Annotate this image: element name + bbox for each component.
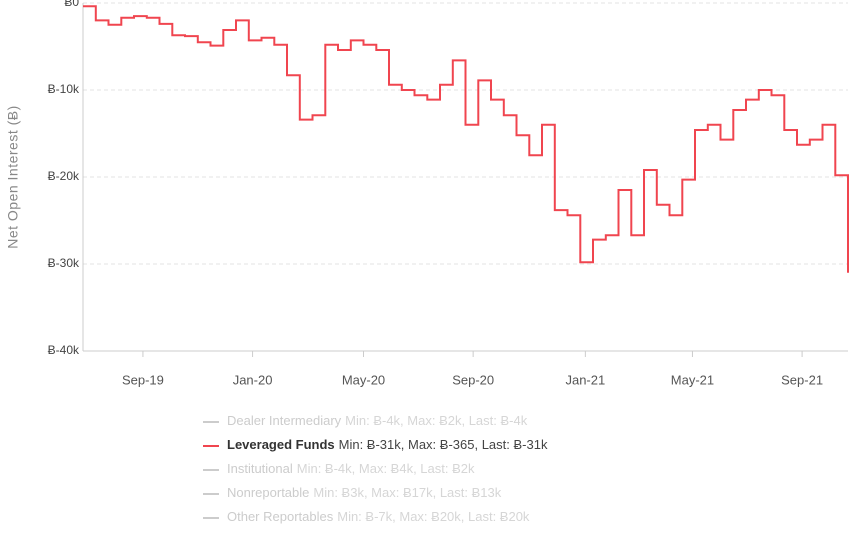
- legend-name: Dealer Intermediary: [227, 413, 342, 428]
- legend-name: Other Reportables: [227, 509, 334, 524]
- legend-stats: Min: Ƀ-4k, Max: Ƀ2k, Last: Ƀ-4k: [345, 413, 528, 428]
- legend-name: Institutional: [227, 461, 293, 476]
- x-tick-label: Sep-19: [122, 372, 164, 387]
- y-tick-label: Ƀ0: [64, 0, 79, 9]
- y-axis-label: Net Open Interest (Ƀ): [5, 105, 21, 249]
- y-tick-label: Ƀ-20k: [48, 169, 80, 183]
- x-tick-label: Sep-20: [452, 372, 494, 387]
- y-tick-label: Ƀ-10k: [48, 82, 80, 96]
- legend-stats: Min: Ƀ-31k, Max: Ƀ-365, Last: Ƀ-31k: [339, 437, 548, 452]
- legend-name: Leveraged Funds: [227, 437, 335, 452]
- x-tick-label: May-20: [342, 372, 385, 387]
- y-tick-label: Ƀ-40k: [48, 343, 80, 357]
- y-tick-label: Ƀ-30k: [48, 256, 80, 270]
- legend-item: Other Reportables Min: Ƀ-7k, Max: Ƀ20k, L…: [227, 509, 530, 524]
- legend-name: Nonreportable: [227, 485, 309, 500]
- legend-item: Leveraged Funds Min: Ƀ-31k, Max: Ƀ-365, L…: [227, 437, 548, 452]
- legend-stats: Min: Ƀ3k, Max: Ƀ17k, Last: Ƀ13k: [313, 485, 501, 500]
- legend-item: Dealer Intermediary Min: Ƀ-4k, Max: Ƀ2k, …: [227, 413, 528, 428]
- x-tick-label: Jan-21: [565, 372, 605, 387]
- legend-stats: Min: Ƀ-4k, Max: Ƀ4k, Last: Ƀ2k: [297, 461, 475, 476]
- series-line: [83, 5, 849, 273]
- legend-item: Nonreportable Min: Ƀ3k, Max: Ƀ17k, Last: …: [227, 485, 502, 500]
- legend-item: Institutional Min: Ƀ-4k, Max: Ƀ4k, Last: …: [227, 461, 475, 476]
- x-tick-label: Sep-21: [781, 372, 823, 387]
- x-tick-label: May-21: [671, 372, 714, 387]
- x-tick-label: Jan-20: [233, 372, 273, 387]
- legend-stats: Min: Ƀ-7k, Max: Ƀ20k, Last: Ƀ20k: [337, 509, 530, 524]
